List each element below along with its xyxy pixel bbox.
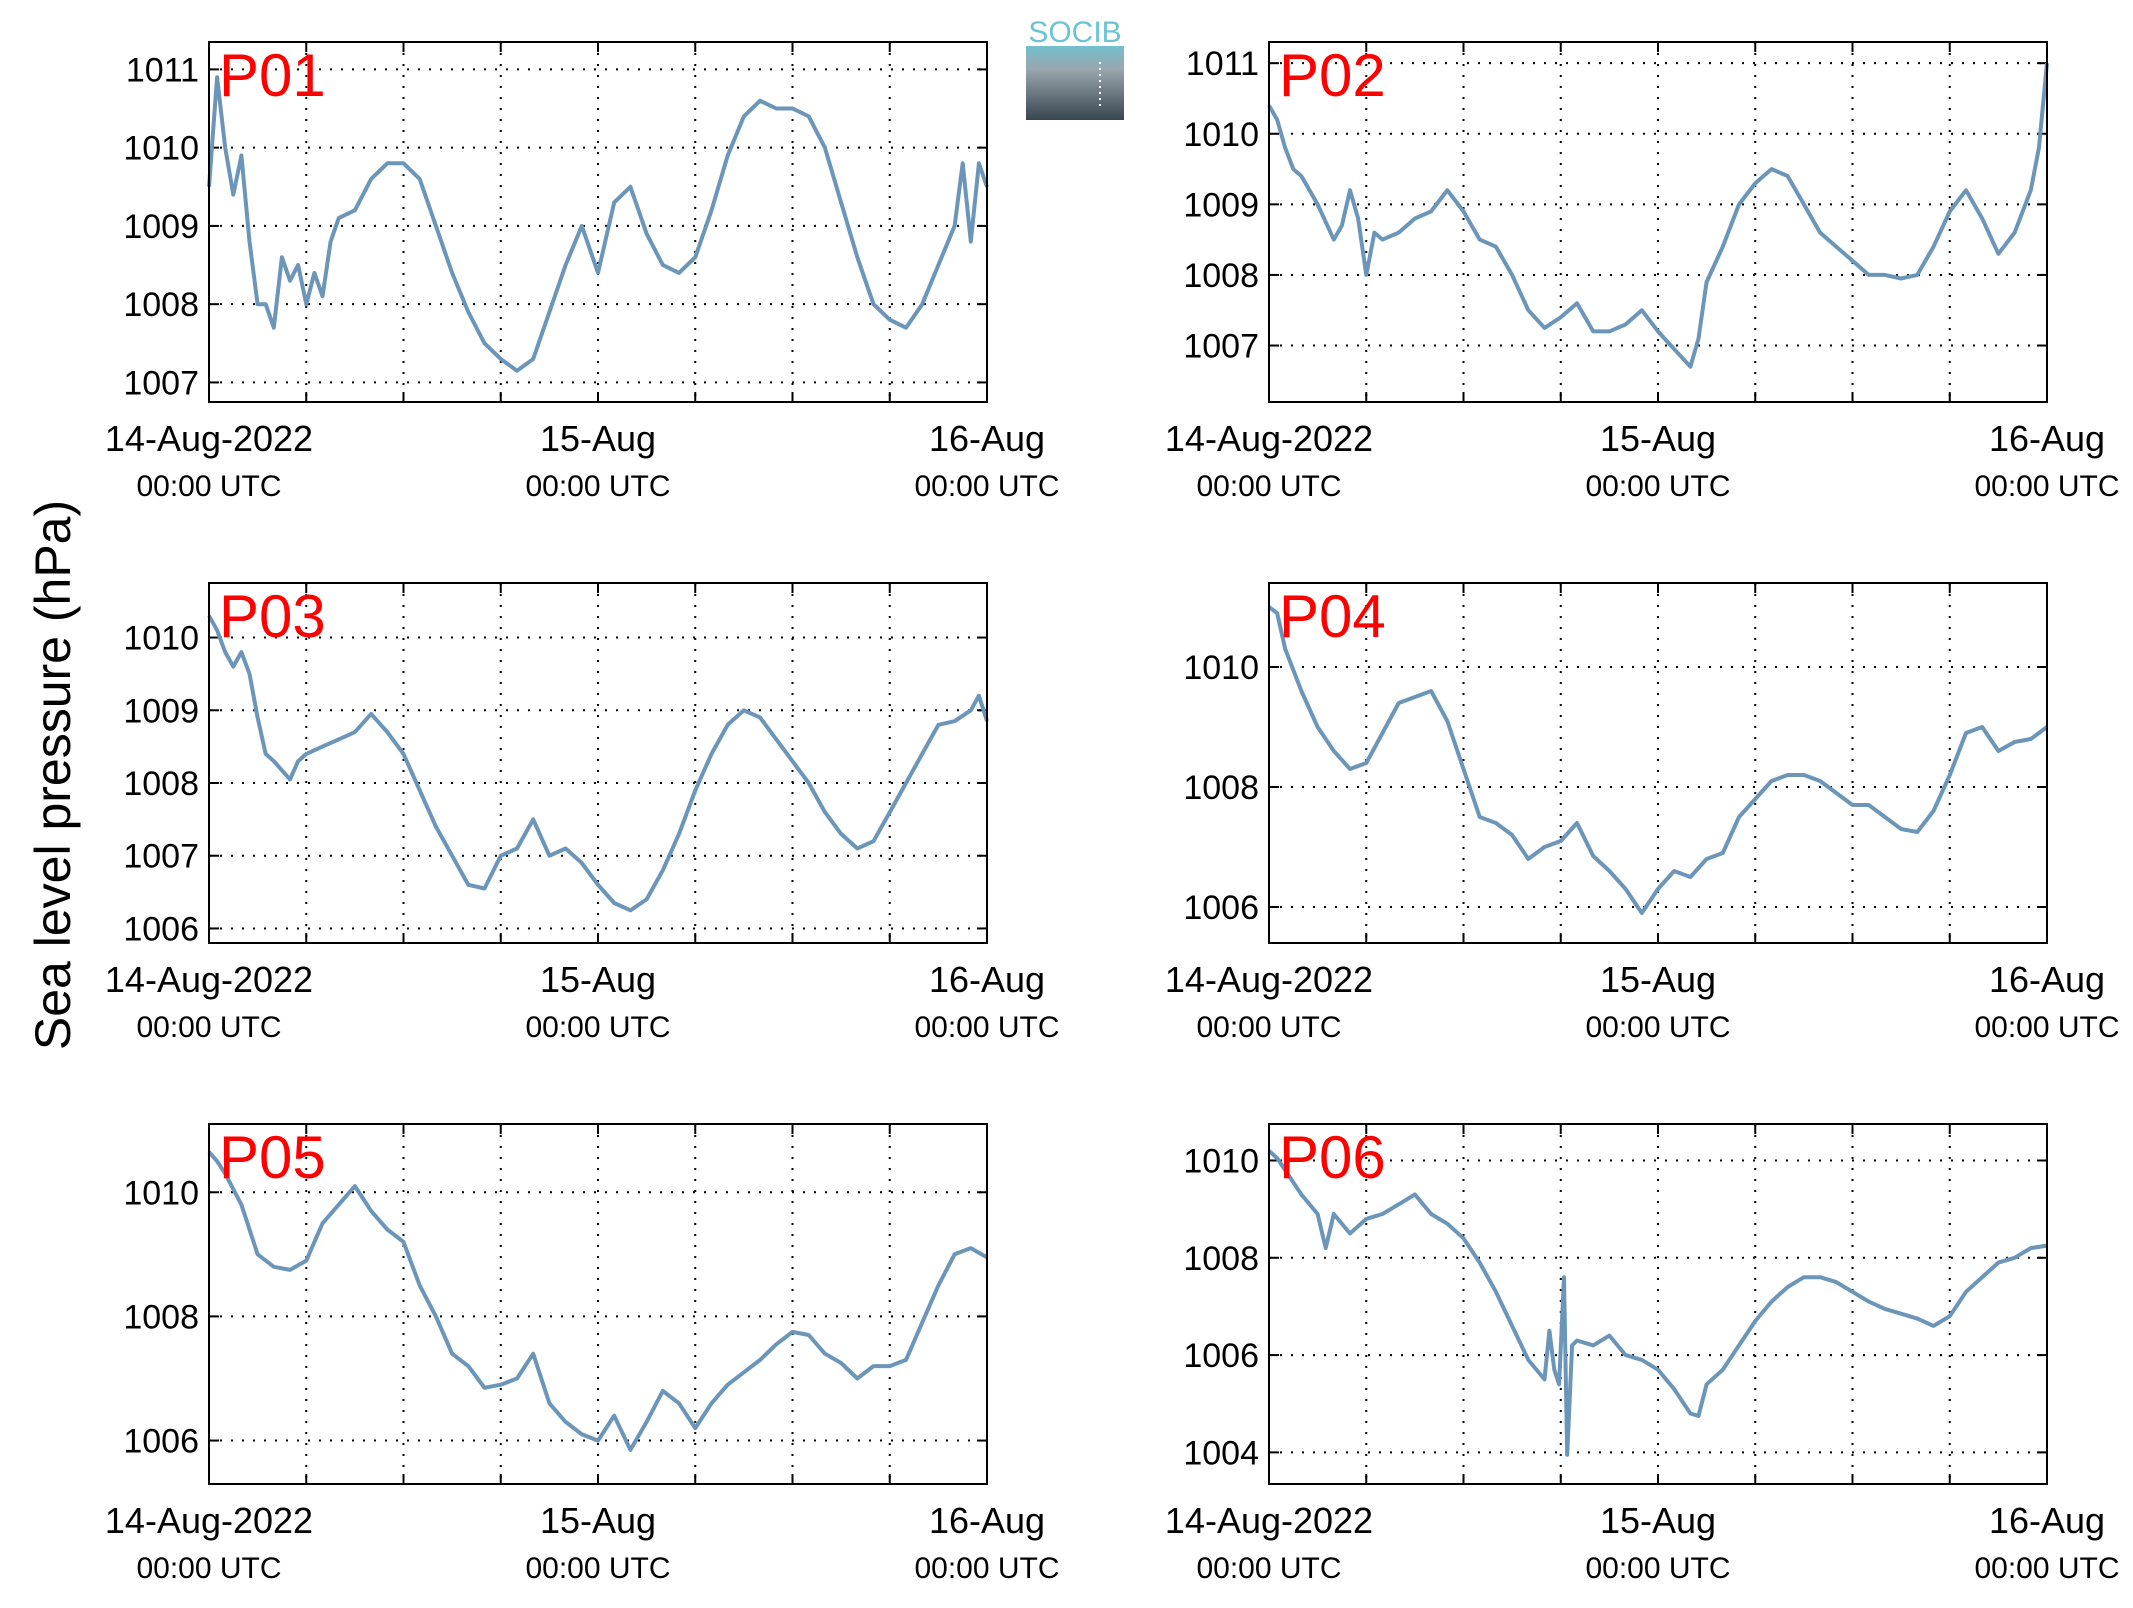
plot-area	[1269, 42, 2047, 402]
x-tick-label-time: 00:00 UTC	[525, 1552, 670, 1585]
plot-frame	[208, 1123, 988, 1485]
y-tick-label: 1010	[123, 1174, 199, 1212]
y-tick-label: 1011	[1186, 45, 1259, 83]
x-tick-label-date: 16-Aug	[929, 1500, 1045, 1541]
plot-area	[209, 1124, 987, 1484]
panel-p06: 1004 1006 1008 1010 14-Aug-2022 00:00 UTC 15-A…	[1165, 1123, 2120, 1585]
x-tick-label-time: 00:00 UTC	[136, 1552, 281, 1585]
series-line	[207, 614, 989, 913]
x-tick-label-date: 16-Aug	[1989, 959, 2105, 1000]
y-tick-label: 1008	[123, 765, 199, 803]
x-tick-label-date: 15-Aug	[1600, 959, 1716, 1000]
series-line	[207, 75, 989, 373]
y-tick-label: 1008	[1183, 257, 1259, 295]
socib-logo: SOCIB	[1026, 16, 1124, 120]
y-tick-label: 1010	[123, 130, 199, 168]
plot-frame	[1268, 41, 2048, 403]
x-tick-label-time: 00:00 UTC	[914, 470, 1059, 503]
x-tick-label-date: 14-Aug-2022	[105, 959, 313, 1000]
x-tick-label-time: 00:00 UTC	[1196, 1552, 1341, 1585]
x-tick-label-date: 15-Aug	[1600, 1500, 1716, 1541]
x-tick-label-time: 00:00 UTC	[914, 1552, 1059, 1585]
plot-frame	[1268, 582, 2048, 944]
plot-frame	[208, 41, 988, 403]
x-tick-label-date: 14-Aug-2022	[1165, 418, 1373, 459]
y-tick-label: 1007	[1183, 328, 1259, 366]
y-tick-label: 1008	[123, 1298, 199, 1336]
series-line	[207, 1150, 988, 1452]
plot-area	[1269, 1124, 2047, 1484]
station-label: P03	[219, 583, 326, 650]
y-tick-label: 1006	[1183, 889, 1259, 927]
series-line	[1267, 605, 2049, 915]
x-tick-label-date: 14-Aug-2022	[105, 1500, 313, 1541]
panel-p01: 1007 1008 1009 1010 1011 14-Aug-2022 00:00 UTC…	[105, 41, 1060, 503]
x-tick-label-date: 15-Aug	[540, 1500, 656, 1541]
series-line	[1267, 63, 2049, 369]
logo-text: SOCIB	[1028, 16, 1121, 49]
x-tick-label-date: 14-Aug-2022	[105, 418, 313, 459]
series-line	[1267, 1149, 2048, 1457]
logo-badge	[1026, 42, 1124, 120]
x-tick-label-time: 00:00 UTC	[1974, 470, 2119, 503]
station-label: P05	[219, 1124, 326, 1191]
y-tick-label: 1009	[123, 208, 199, 246]
plot-area	[1269, 583, 2047, 943]
y-tick-label: 1006	[1183, 1337, 1259, 1375]
station-label: P06	[1279, 1124, 1386, 1191]
y-tick-label: 1009	[123, 692, 199, 730]
station-label: P02	[1279, 42, 1386, 109]
y-axis-label: Sea level pressure (hPa)	[25, 500, 81, 1050]
logo-header	[1026, 16, 1124, 46]
y-tick-label: 1006	[123, 1423, 199, 1461]
x-tick-label-date: 16-Aug	[1989, 418, 2105, 459]
panel-p03: 1006 1007 1008 1009 1010 14-Aug-2022 00:00 UTC…	[105, 582, 1060, 1044]
panel-p04: 1006 1008 1010 14-Aug-2022 00:00 UTC 15-Aug 00…	[1165, 582, 2120, 1044]
x-tick-label-time: 00:00 UTC	[914, 1011, 1059, 1044]
y-tick-label: 1010	[123, 620, 199, 658]
y-tick-label: 1008	[1183, 1240, 1259, 1278]
y-tick-label: 1007	[123, 838, 199, 876]
x-tick-label-time: 00:00 UTC	[1585, 1552, 1730, 1585]
y-tick-label: 1008	[1183, 769, 1259, 807]
panel-p02: 1007 1008 1009 1010 1011 14-Aug-2022 00:00 UTC…	[1165, 41, 2120, 503]
y-tick-label: 1009	[1183, 186, 1259, 224]
x-tick-label-date: 16-Aug	[929, 959, 1045, 1000]
x-tick-label-date: 15-Aug	[1600, 418, 1716, 459]
x-tick-label-time: 00:00 UTC	[1196, 470, 1341, 503]
y-tick-label: 1010	[1183, 649, 1259, 687]
y-tick-label: 1007	[123, 364, 199, 402]
x-tick-label-time: 00:00 UTC	[1196, 1011, 1341, 1044]
y-tick-label: 1006	[123, 910, 199, 948]
x-tick-label-time: 00:00 UTC	[1585, 1011, 1730, 1044]
x-tick-label-date: 14-Aug-2022	[1165, 959, 1373, 1000]
x-tick-label-time: 00:00 UTC	[525, 470, 670, 503]
x-tick-label-date: 16-Aug	[929, 418, 1045, 459]
station-label: P04	[1279, 583, 1386, 650]
x-tick-label-time: 00:00 UTC	[136, 470, 281, 503]
station-label: P01	[219, 42, 326, 109]
x-tick-label-date: 15-Aug	[540, 418, 656, 459]
y-tick-label: 1011	[126, 51, 199, 89]
x-tick-label-time: 00:00 UTC	[1974, 1552, 2119, 1585]
plot-frame	[1268, 1123, 2048, 1485]
x-tick-label-date: 14-Aug-2022	[1165, 1500, 1373, 1541]
x-tick-label-date: 15-Aug	[540, 959, 656, 1000]
y-tick-label: 1008	[123, 286, 199, 324]
plot-frame	[208, 582, 988, 944]
y-tick-label: 1010	[1183, 116, 1259, 154]
panel-p05: 1006 1008 1010 14-Aug-2022 00:00 UTC 15-Aug 00…	[105, 1123, 1060, 1585]
y-tick-label: 1004	[1183, 1434, 1259, 1472]
x-tick-label-time: 00:00 UTC	[136, 1011, 281, 1044]
panels: 1007 1008 1009 1010 1011 14-Aug-2022 00:00 UTC…	[105, 41, 2120, 1585]
x-tick-label-time: 00:00 UTC	[1974, 1011, 2119, 1044]
x-tick-label-date: 16-Aug	[1989, 1500, 2105, 1541]
x-tick-label-time: 00:00 UTC	[525, 1011, 670, 1044]
y-tick-label: 1010	[1183, 1142, 1259, 1180]
x-tick-label-time: 00:00 UTC	[1585, 470, 1730, 503]
